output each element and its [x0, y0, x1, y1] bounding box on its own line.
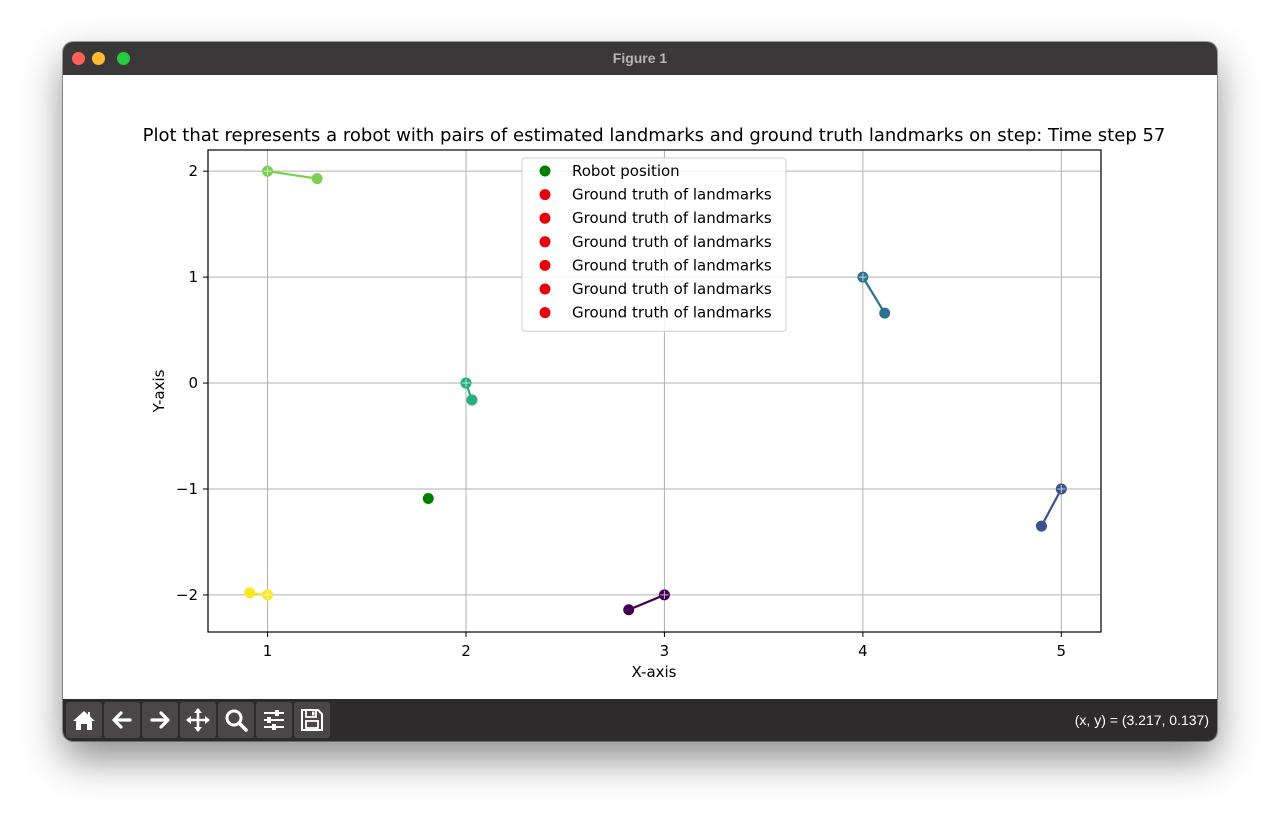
window-title: Figure 1	[612, 50, 668, 66]
close-window-button[interactable]	[72, 52, 85, 65]
legend-marker	[539, 259, 551, 271]
cursor-coordinates: (x, y) = (3.217, 0.137)	[1074, 712, 1209, 728]
legend: Robot position Ground truth of landmarks G…	[521, 157, 787, 332]
legend-label: Robot position	[572, 162, 680, 180]
landmark-pair	[244, 587, 274, 601]
navigation-toolbar: (x, y) = (3.217, 0.137)	[63, 699, 1217, 741]
pan-icon	[186, 708, 210, 732]
pair-connector-line	[861, 276, 886, 314]
x-tick-label: 5	[1057, 642, 1067, 660]
legend-marker	[539, 212, 551, 224]
y-axis-label: Y-axis	[150, 369, 168, 413]
y-tick-label: 0	[188, 374, 198, 392]
estimated-landmark-point	[466, 394, 478, 406]
x-axis-ticks: 1 2 3 4 5	[263, 632, 1066, 660]
x-tick-label: 2	[461, 642, 471, 660]
x-tick-label: 1	[263, 642, 273, 660]
x-tick-label: 3	[660, 642, 670, 660]
maximize-window-button[interactable]	[117, 52, 130, 65]
estimated-landmark-point	[879, 307, 891, 319]
landmark-pair	[857, 271, 891, 319]
save-icon	[301, 709, 323, 731]
landmark-pair	[460, 377, 478, 406]
legend-label: Ground truth of landmarks	[572, 256, 772, 274]
legend-label: Ground truth of landmarks	[572, 233, 772, 251]
y-tick-label: −2	[176, 586, 198, 604]
y-tick-label: 2	[188, 162, 198, 180]
ground-truth-marker-cross	[263, 590, 272, 599]
chart: 1 2 3 4 5 2 1 0 −1 −2 Plot that represents a rob…	[143, 125, 1166, 681]
data-series	[244, 165, 1067, 616]
legend-marker	[539, 189, 551, 201]
pair-connector-line	[1040, 488, 1063, 527]
forward-arrow-icon	[150, 711, 170, 729]
estimated-landmark-point	[1035, 520, 1047, 532]
robot-position-point	[422, 493, 434, 505]
legend-label: Ground truth of landmarks	[572, 209, 772, 227]
title-bar: Figure 1	[63, 42, 1217, 76]
pair-connector-line	[267, 170, 318, 180]
home-icon	[73, 711, 95, 730]
configure-subplots-button[interactable]	[256, 702, 292, 738]
landmark-pair	[262, 165, 323, 185]
x-axis-label: X-axis	[632, 663, 677, 681]
figure-window: Figure 1 1 2 3 4 5 2 1 0 −1 −2 Plot that represe…	[63, 42, 1217, 741]
y-tick-label: −1	[176, 480, 198, 498]
legend-marker	[539, 307, 551, 319]
legend-label: Ground truth of landmarks	[572, 280, 772, 298]
legend-box	[521, 157, 787, 332]
ground-truth-marker-cross	[858, 273, 867, 282]
ground-truth-marker-cross	[263, 167, 272, 176]
ground-truth-marker-cross	[461, 379, 470, 388]
ground-truth-marker-cross	[660, 590, 669, 599]
save-button[interactable]	[294, 702, 330, 738]
legend-marker	[539, 236, 551, 248]
x-tick-label: 4	[858, 642, 868, 660]
y-axis-ticks: 2 1 0 −1 −2	[176, 162, 208, 604]
zoom-icon	[225, 709, 248, 732]
y-tick-label: 1	[188, 268, 198, 286]
pair-connector-line	[628, 593, 665, 611]
ground-truth-marker-cross	[1057, 484, 1066, 493]
zoom-button[interactable]	[218, 702, 254, 738]
home-button[interactable]	[66, 702, 102, 738]
landmark-pair	[1035, 483, 1067, 532]
pan-button[interactable]	[180, 702, 216, 738]
legend-label: Ground truth of landmarks	[572, 304, 772, 322]
back-button[interactable]	[104, 702, 140, 738]
estimated-landmark-point	[311, 173, 323, 185]
estimated-landmark-point	[244, 587, 256, 599]
configure-subplots-icon	[264, 710, 284, 730]
figure-canvas[interactable]: 1 2 3 4 5 2 1 0 −1 −2 Plot that represents a rob…	[63, 75, 1217, 699]
forward-button[interactable]	[142, 702, 178, 738]
legend-label: Ground truth of landmarks	[572, 186, 772, 204]
estimated-landmark-point	[623, 604, 635, 616]
legend-marker	[539, 283, 551, 295]
back-arrow-icon	[112, 711, 132, 729]
landmark-pair	[623, 589, 670, 616]
chart-title: Plot that represents a robot with pairs …	[143, 125, 1166, 146]
minimize-window-button[interactable]	[92, 52, 105, 65]
plot-area-frame	[207, 149, 1102, 633]
legend-marker	[539, 165, 551, 177]
